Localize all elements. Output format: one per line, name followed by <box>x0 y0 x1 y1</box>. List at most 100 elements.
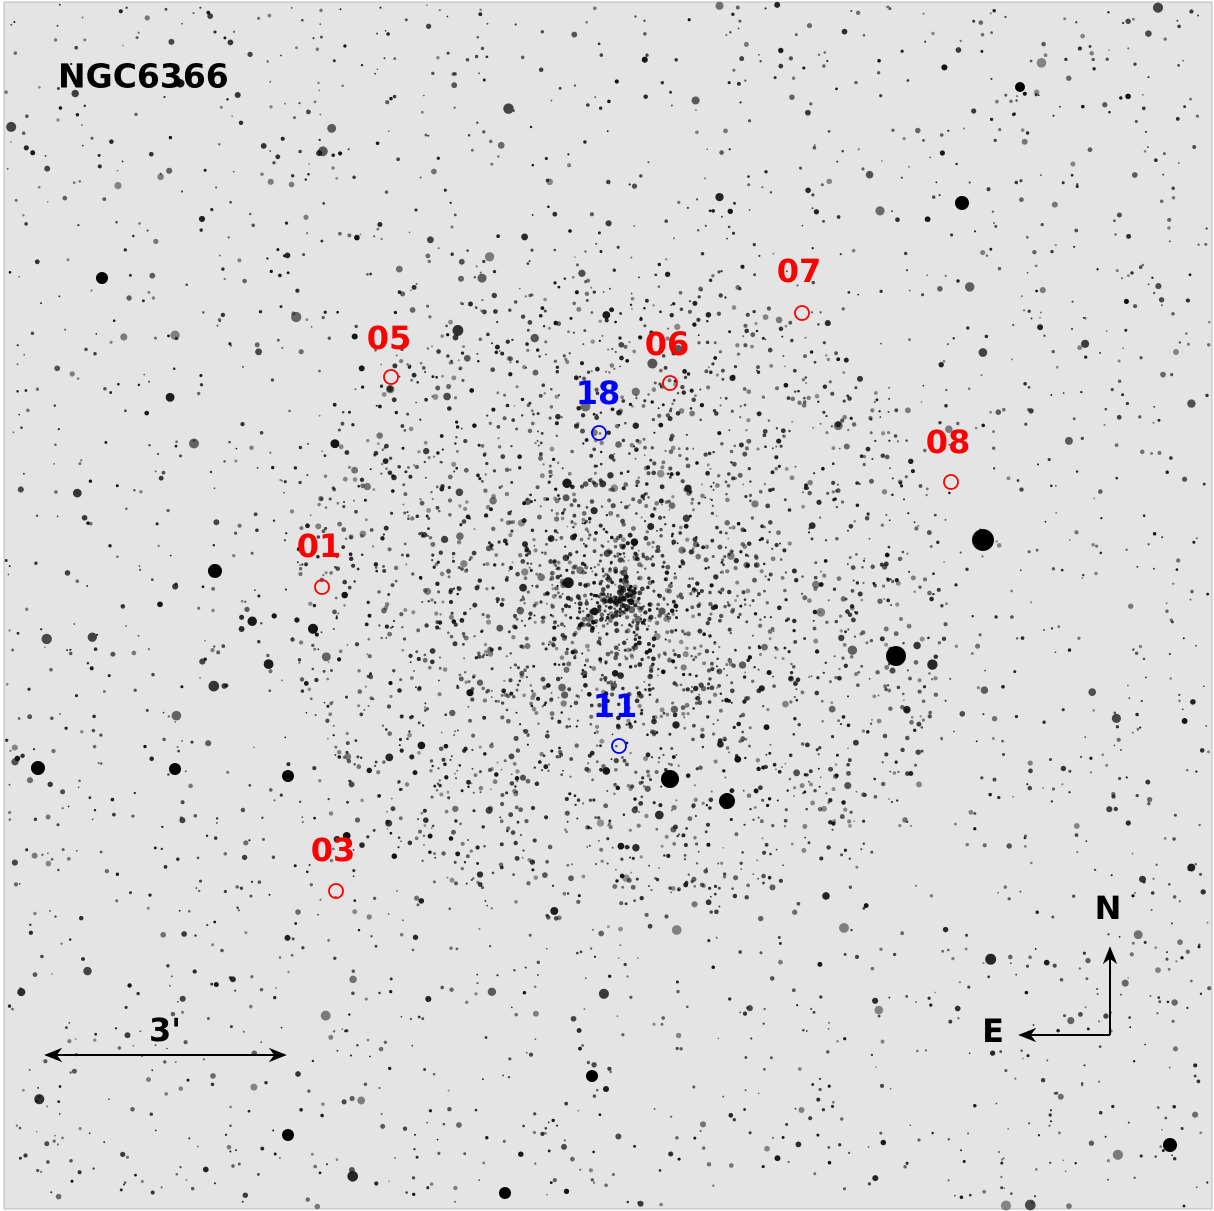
star <box>544 1127 548 1130</box>
star <box>992 446 996 450</box>
star <box>81 515 88 521</box>
star <box>960 1149 963 1152</box>
star <box>476 973 479 976</box>
star <box>782 700 789 708</box>
star <box>636 957 639 959</box>
star <box>422 834 426 838</box>
star <box>1198 823 1201 827</box>
star <box>18 1156 22 1160</box>
star <box>953 730 955 733</box>
star <box>790 338 794 342</box>
star <box>547 326 551 330</box>
star <box>1171 196 1176 200</box>
star <box>569 503 574 507</box>
star <box>199 383 204 387</box>
star <box>447 631 450 635</box>
star <box>381 724 385 727</box>
star <box>589 567 593 570</box>
star <box>400 424 405 428</box>
star <box>610 614 616 620</box>
star <box>425 253 431 259</box>
star <box>830 735 835 739</box>
star <box>321 1102 325 1107</box>
star <box>232 553 236 558</box>
star <box>1177 939 1183 945</box>
star <box>235 1149 237 1152</box>
star <box>1023 309 1026 312</box>
star <box>523 576 528 581</box>
star <box>312 766 317 771</box>
star <box>765 601 769 605</box>
star <box>556 560 561 565</box>
star <box>590 370 593 373</box>
star <box>524 966 527 969</box>
star <box>336 657 342 662</box>
star <box>603 609 607 613</box>
star <box>140 1179 144 1184</box>
star <box>768 751 772 755</box>
star <box>623 701 629 706</box>
star <box>634 448 639 452</box>
star <box>1050 627 1054 630</box>
star <box>671 612 675 616</box>
star <box>712 1184 715 1187</box>
star <box>613 452 616 455</box>
star <box>908 458 914 464</box>
star <box>344 450 350 455</box>
star <box>580 622 586 628</box>
star <box>585 643 590 649</box>
star <box>629 303 633 306</box>
star <box>927 714 932 719</box>
star <box>328 1034 334 1040</box>
star <box>1113 711 1117 715</box>
star <box>570 640 575 645</box>
star <box>860 848 863 851</box>
star <box>842 1187 847 1191</box>
star <box>848 556 852 559</box>
star <box>944 274 947 277</box>
star <box>870 408 875 413</box>
star <box>22 1088 25 1092</box>
star <box>984 334 989 339</box>
star <box>457 565 461 570</box>
star <box>650 446 654 450</box>
star <box>623 482 629 487</box>
star <box>630 538 639 546</box>
star <box>364 685 367 688</box>
star <box>128 273 132 277</box>
star <box>623 505 628 510</box>
star <box>726 674 728 677</box>
star <box>854 386 858 390</box>
star <box>133 688 137 692</box>
star <box>1040 174 1042 177</box>
star <box>850 589 855 593</box>
star <box>260 1041 263 1044</box>
star <box>904 407 911 414</box>
star <box>728 997 732 1001</box>
star <box>592 928 594 931</box>
star <box>621 610 626 614</box>
star <box>831 828 834 831</box>
star <box>116 169 119 172</box>
star <box>524 636 529 641</box>
star <box>927 636 930 640</box>
star <box>420 811 424 815</box>
star <box>1134 651 1139 655</box>
star <box>720 215 723 218</box>
star <box>915 749 921 755</box>
star <box>372 896 377 901</box>
star <box>855 790 858 793</box>
star <box>643 32 647 36</box>
star <box>746 883 750 888</box>
star <box>137 31 140 34</box>
star <box>861 565 864 569</box>
star <box>771 1136 775 1139</box>
star <box>606 531 609 534</box>
star <box>522 364 527 370</box>
star <box>832 498 836 502</box>
star <box>748 726 752 730</box>
star <box>500 518 504 522</box>
star <box>802 66 806 70</box>
star <box>1075 470 1079 473</box>
star <box>521 568 529 576</box>
